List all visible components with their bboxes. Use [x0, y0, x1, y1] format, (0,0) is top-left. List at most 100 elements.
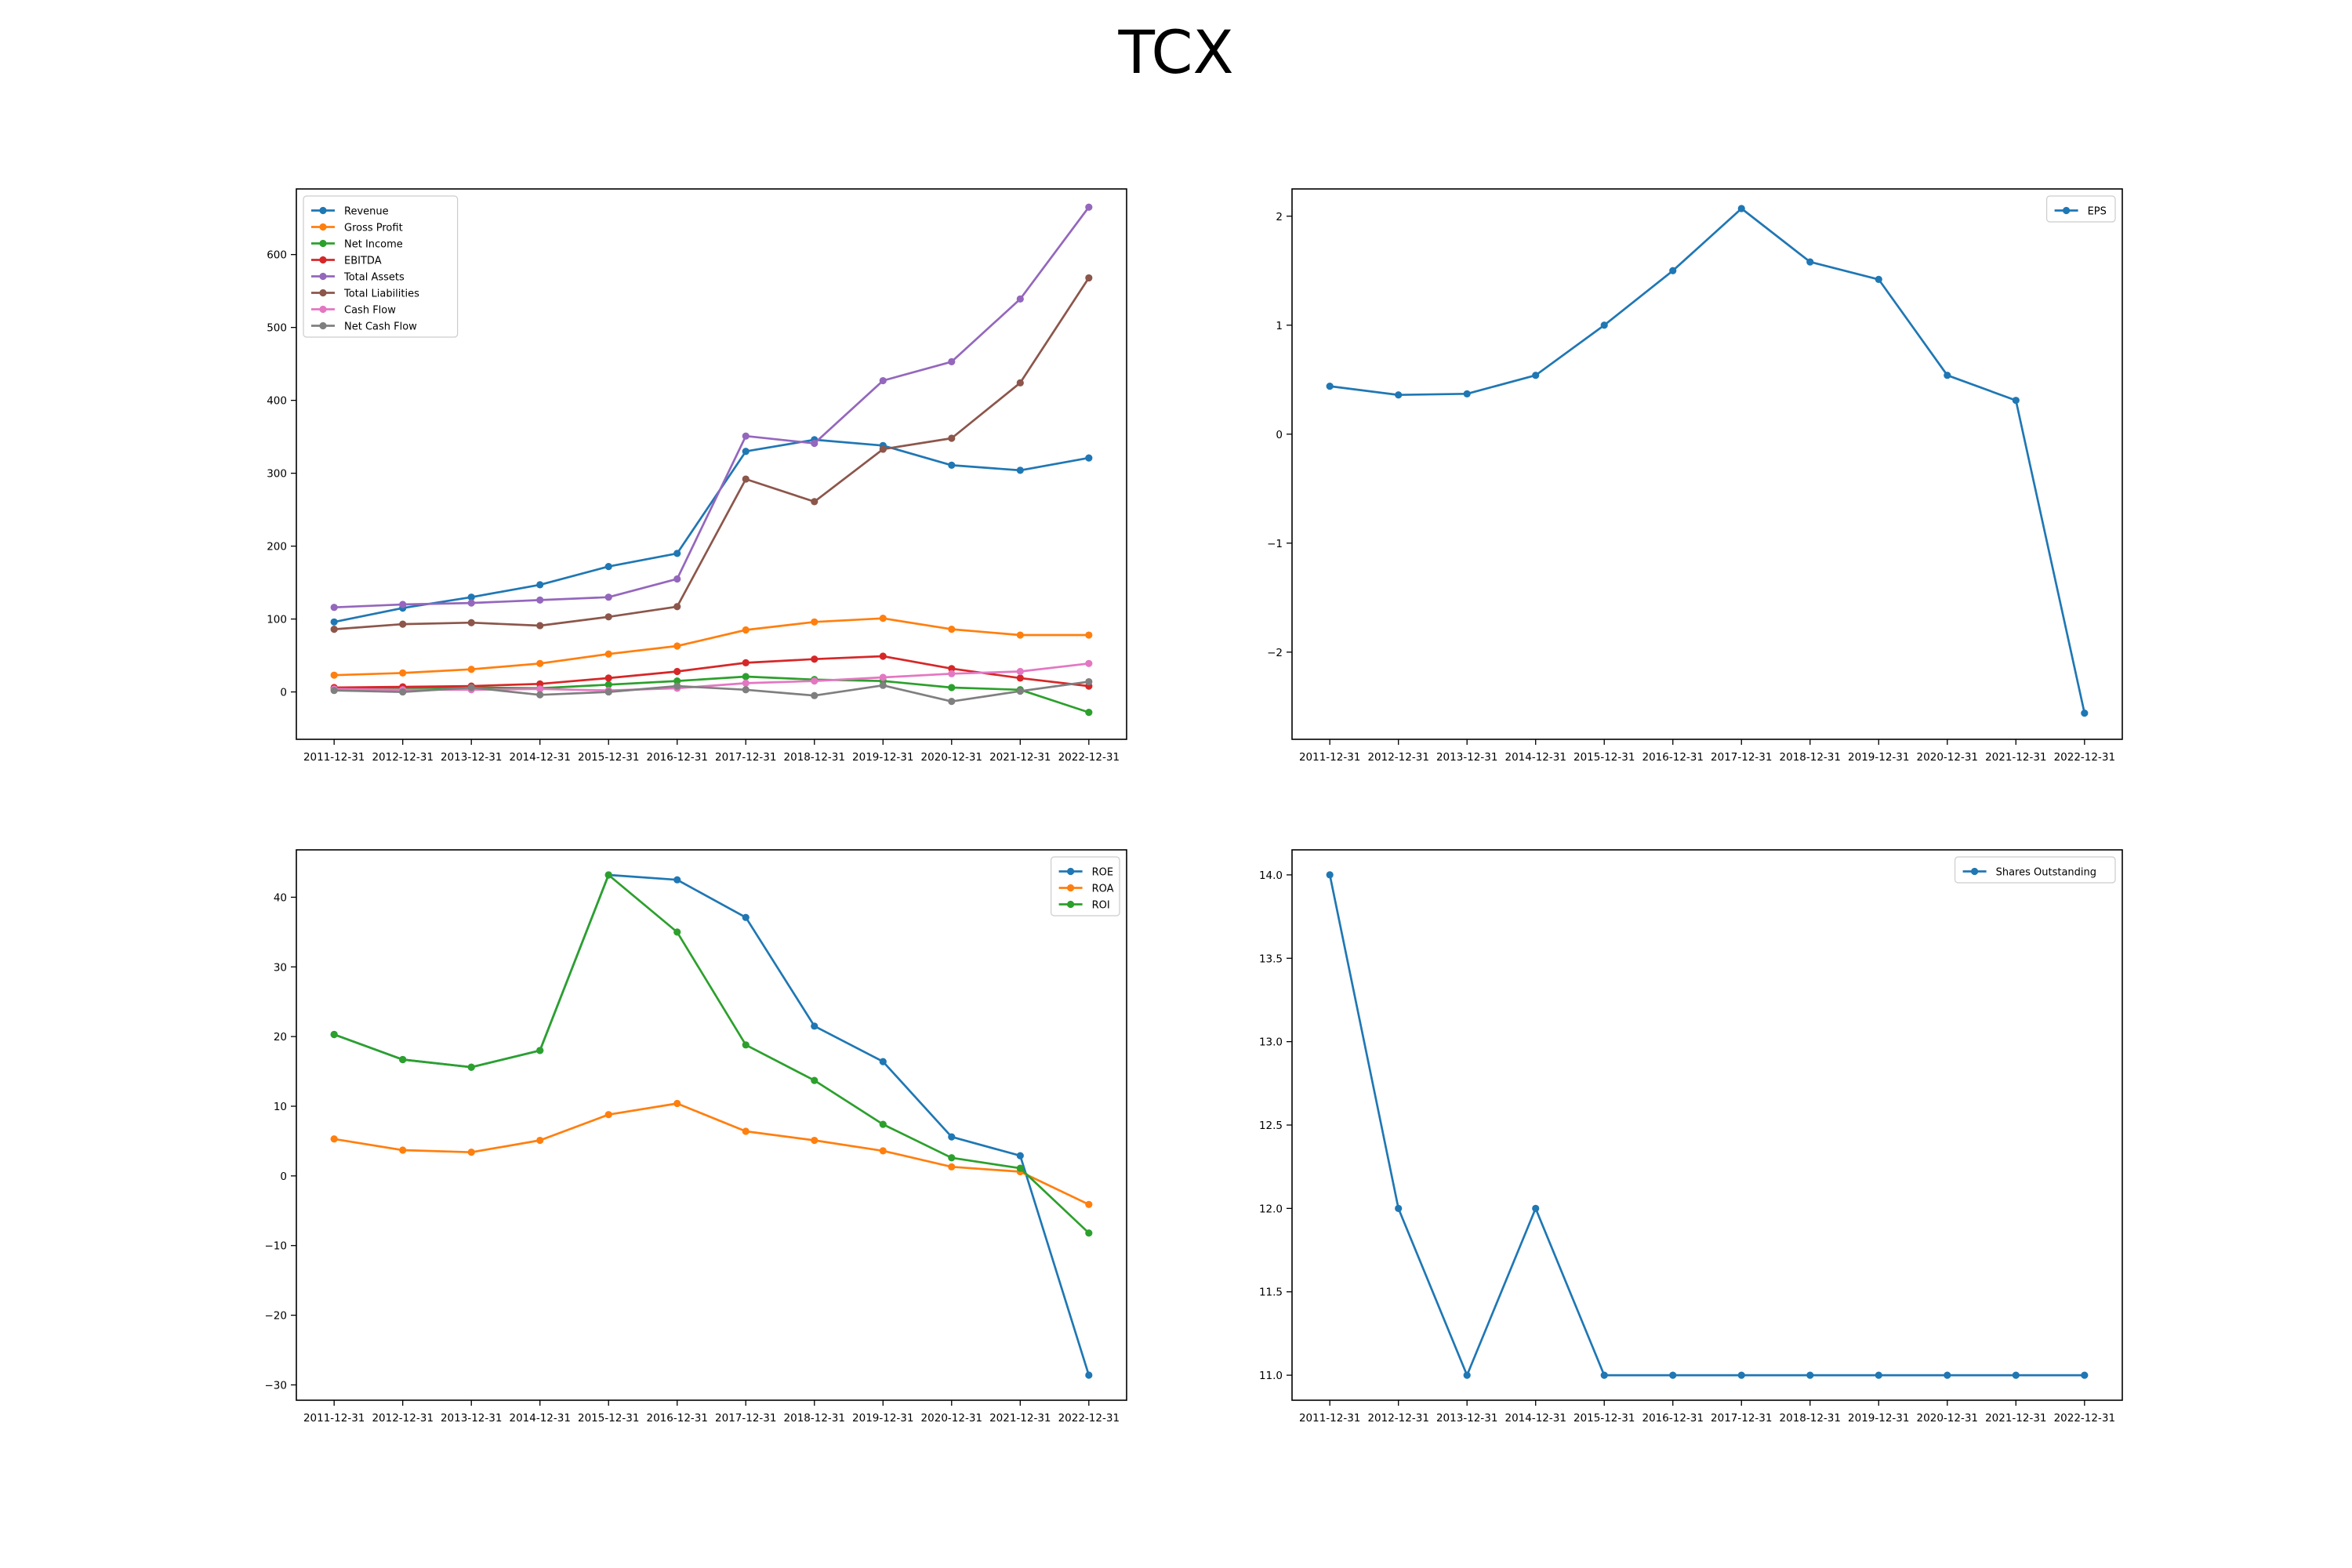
y-tick-label: 400 [267, 395, 287, 408]
data-point-gross-profit [742, 626, 750, 634]
data-point-net-cash-flow [536, 691, 544, 699]
y-tick-label: −2 [1267, 647, 1283, 659]
data-point-eps [2081, 710, 2089, 717]
data-point-roe [673, 876, 681, 884]
y-tick-label: 0 [1276, 429, 1283, 441]
data-point-revenue [673, 550, 681, 557]
chart-panel-financials: 2011-12-31 2012-12-31 2013-12-31 2014-12-31… [267, 188, 1127, 764]
x-tick-label: 2015-12-31 [578, 1412, 639, 1425]
data-point-net-cash-flow [399, 688, 407, 696]
data-point-ebitda [948, 665, 956, 673]
x-tick-label: 2021-12-31 [1985, 751, 2046, 764]
data-point-roi [879, 1120, 887, 1128]
legend-marker-net-cash-flow [319, 321, 327, 330]
x-tick-label: 2013-12-31 [441, 751, 502, 764]
data-point-shares-outstanding [1806, 1371, 1814, 1379]
data-point-roi [330, 1030, 338, 1039]
data-point-ebitda [742, 659, 750, 666]
data-point-roa [879, 1147, 887, 1155]
y-tick-label: 1 [1276, 320, 1283, 332]
legend-box [1955, 856, 2116, 884]
x-tick-label: 2022-12-31 [2054, 1412, 2115, 1425]
data-point-roi [948, 1154, 956, 1162]
data-point-net-cash-flow [467, 684, 475, 691]
y-tick-label: 11.0 [1259, 1370, 1283, 1382]
data-point-shares-outstanding [2081, 1371, 2089, 1379]
data-point-total-assets [467, 599, 475, 607]
data-point-net-income [604, 681, 612, 688]
data-point-roe [742, 913, 750, 921]
legend: Revenue Gross Profit Net Income EBITDA Total… [303, 195, 459, 338]
x-tick-label: 2015-12-31 [1573, 751, 1635, 764]
x-tick-label: 2016-12-31 [1642, 1412, 1704, 1425]
data-point-net-cash-flow [1016, 688, 1024, 695]
y-tick-label: −1 [1267, 538, 1283, 550]
data-point-revenue [742, 448, 750, 456]
data-point-gross-profit [604, 650, 612, 658]
data-point-roe [1016, 1152, 1024, 1160]
series-line-eps [1330, 207, 2086, 713]
data-point-total-liabilities [536, 622, 544, 630]
data-point-shares-outstanding [1600, 1371, 1608, 1379]
data-point-roi [1085, 1229, 1093, 1237]
y-tick-label: 10 [274, 1101, 287, 1113]
data-point-total-liabilities [604, 613, 612, 621]
data-point-revenue [948, 461, 956, 469]
data-point-gross-profit [1016, 631, 1024, 639]
data-point-net-cash-flow [604, 688, 612, 696]
legend-label-total-liabilities: Total Liabilities [343, 289, 419, 300]
data-point-cash-flow [948, 670, 956, 677]
data-point-ebitda [811, 655, 818, 663]
data-point-cash-flow [1085, 659, 1093, 667]
series-line-gross-profit [334, 617, 1089, 677]
data-point-ebitda [536, 680, 544, 688]
legend-marker-revenue [319, 206, 327, 215]
data-point-eps [1326, 383, 1334, 390]
y-tick-label: 40 [274, 891, 287, 904]
chart-panel-eps: 2011-12-31 2012-12-31 2013-12-31 2014-12-31… [1267, 188, 2123, 764]
data-point-gross-profit [811, 618, 818, 626]
data-point-net-cash-flow [948, 698, 956, 706]
data-point-total-assets [536, 596, 544, 604]
x-tick-label: 2018-12-31 [784, 1412, 845, 1425]
data-point-net-income [673, 677, 681, 685]
y-tick-label: 11.5 [1259, 1287, 1283, 1299]
data-point-shares-outstanding [1737, 1371, 1745, 1379]
x-tick-label: 2013-12-31 [441, 1412, 502, 1425]
legend-marker-gross-profit [319, 223, 327, 231]
data-point-net-cash-flow [742, 686, 750, 694]
data-point-total-liabilities [399, 620, 407, 628]
axes-frame [1291, 849, 2123, 1401]
data-point-total-assets [604, 593, 612, 601]
legend-marker-roa [1067, 884, 1075, 892]
data-point-revenue [536, 581, 544, 589]
x-tick-label: 2018-12-31 [1780, 1412, 1841, 1425]
y-tick-label: −20 [265, 1310, 288, 1323]
data-point-ebitda [604, 674, 612, 682]
axes-frame [296, 188, 1127, 740]
data-point-revenue [330, 618, 338, 626]
data-point-net-cash-flow [673, 682, 681, 690]
x-tick-label: 2017-12-31 [1711, 1412, 1772, 1425]
x-tick-label: 2022-12-31 [2054, 751, 2115, 764]
x-tick-label: 2015-12-31 [578, 751, 639, 764]
x-tick-label: 2014-12-31 [1504, 1412, 1566, 1425]
legend-label-net-income: Net Income [344, 239, 403, 251]
data-point-eps [1944, 372, 1951, 379]
data-point-roi [1016, 1164, 1024, 1172]
legend-label-roe: ROE [1092, 867, 1113, 879]
data-point-net-cash-flow [811, 691, 818, 699]
data-point-eps [1463, 390, 1471, 397]
data-point-total-liabilities [467, 619, 475, 626]
data-point-gross-profit [467, 666, 475, 673]
data-point-total-assets [399, 601, 407, 608]
data-point-roi [399, 1055, 407, 1064]
legend: Shares Outstanding [1955, 856, 2116, 884]
y-tick-label: 0 [280, 1171, 287, 1183]
legend-box [303, 195, 459, 338]
series-line-total-liabilities [334, 277, 1090, 630]
x-tick-label: 2018-12-31 [1780, 751, 1841, 764]
legend-marker-eps [2063, 206, 2071, 215]
data-point-cash-flow [742, 679, 750, 688]
legend-label-total-assets: Total Assets [343, 272, 405, 284]
